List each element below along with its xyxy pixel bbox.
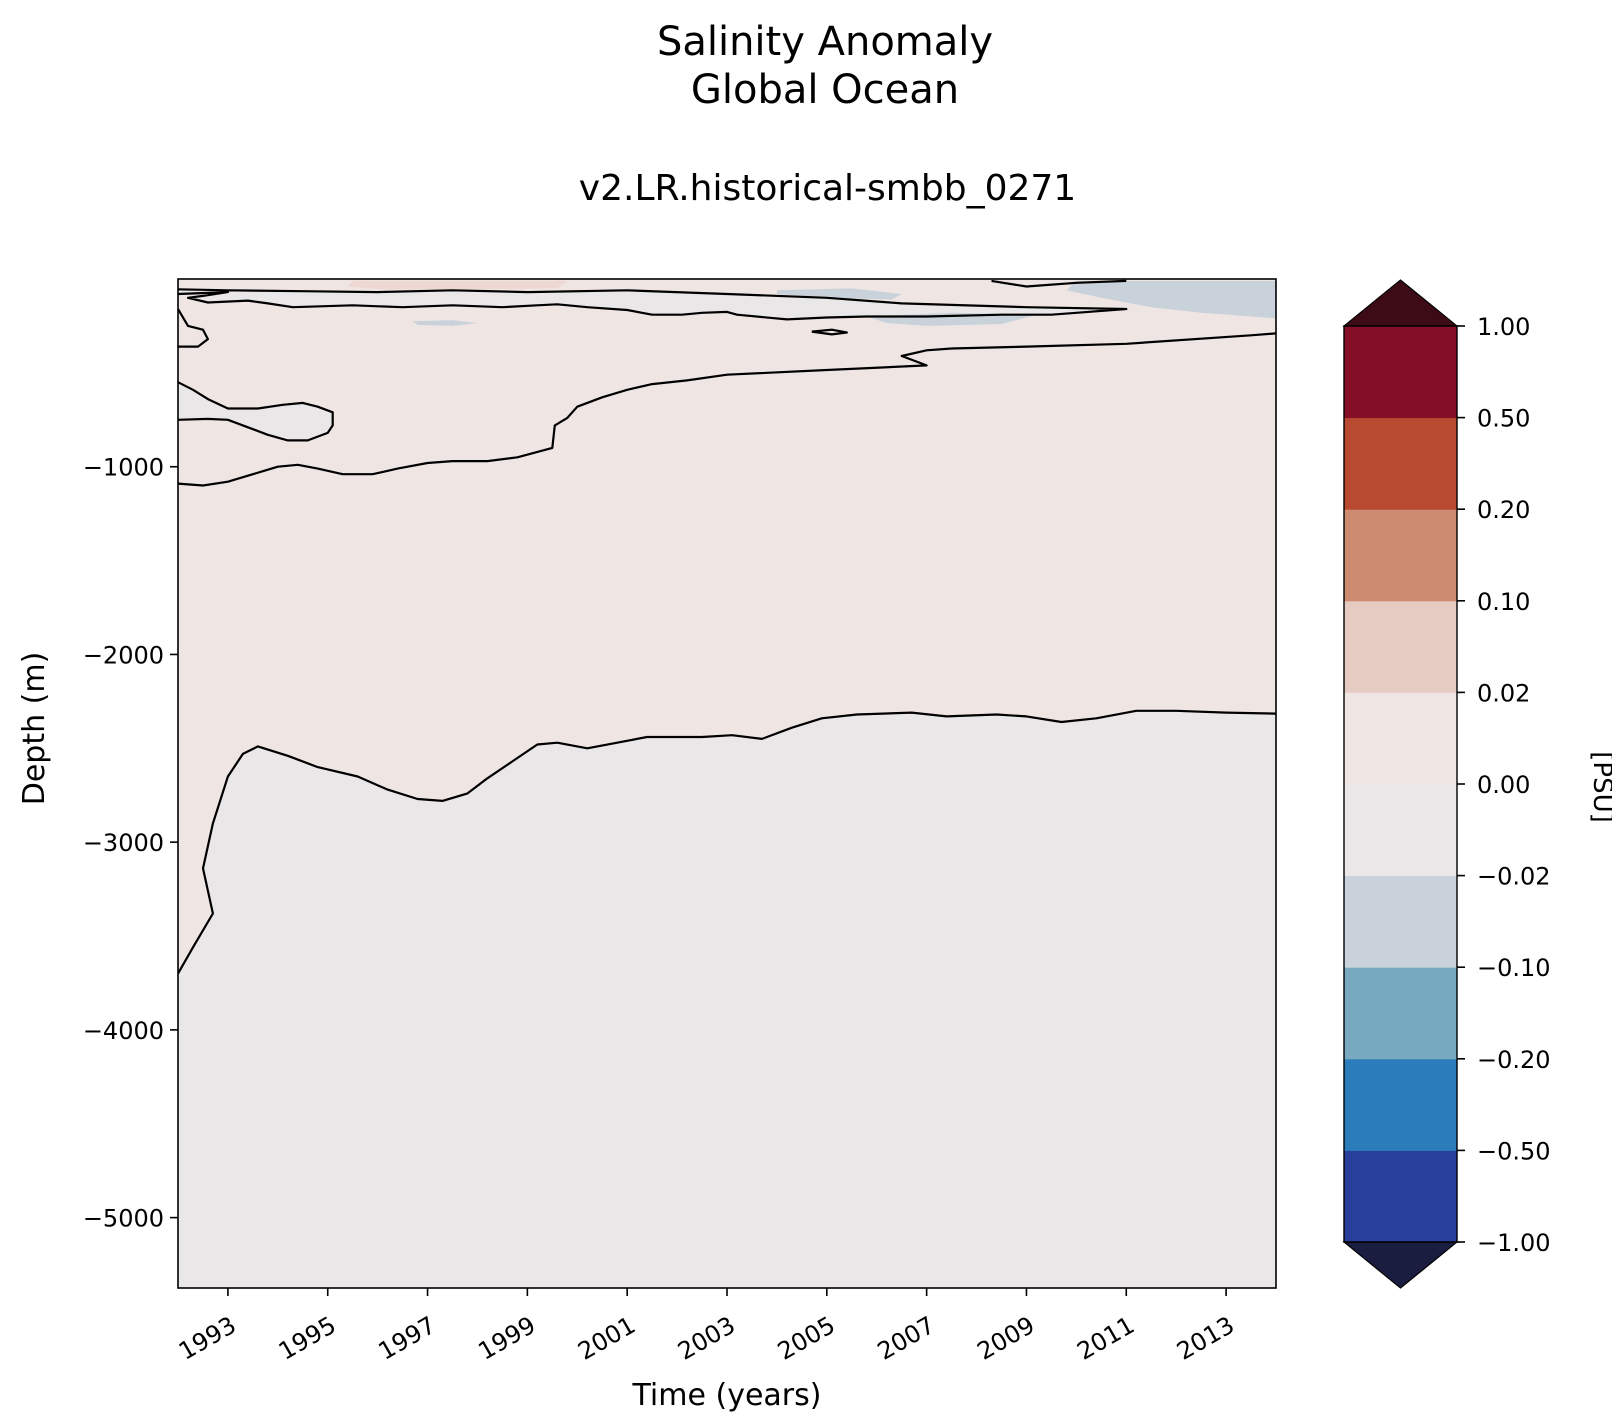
- negative-surface-region: [178, 289, 1127, 320]
- top-zero-contour: [991, 279, 1127, 288]
- colorbar-segment: [1344, 1058, 1457, 1151]
- x-tick-label: 1999: [473, 1311, 540, 1366]
- colorbar-label: [PSU]: [1587, 751, 1612, 823]
- surface-zero-contour-2: [178, 288, 1128, 321]
- y-tick-label: −3000: [83, 829, 164, 857]
- colorbar-tick-label: 0.20: [1477, 496, 1530, 524]
- x-tick-label: 1997: [374, 1311, 441, 1366]
- colorbar-tick-label: 1.00: [1477, 313, 1530, 341]
- colorbar-tick-label: −0.20: [1477, 1046, 1551, 1074]
- colorbar-segment: [1344, 967, 1457, 1060]
- colorbar-segment: [1344, 1150, 1457, 1243]
- chart-title: Salinity Anomaly Global Ocean: [0, 18, 1612, 114]
- negative-lens-region: [178, 382, 333, 441]
- colorbar: −1.00 −0.50 −0.20 −0.10 −0.02 0.00 0.02 0.10 0.2…: [1342, 279, 1612, 1289]
- chart-title-line-2: Global Ocean: [690, 67, 960, 113]
- positive-patch-top: [347, 280, 568, 290]
- plot-area: [177, 278, 1277, 1289]
- colorbar-tick-label: −1.00: [1477, 1229, 1551, 1257]
- small-negative-contour: [811, 328, 848, 336]
- x-tick-label: 1995: [274, 1311, 341, 1366]
- colorbar-segment: [1344, 875, 1457, 968]
- x-axis: 1993 1995 1997 1999 2001 2003 2005 2007 2009 2011…: [174, 1288, 1239, 1413]
- positive-surface-region: [178, 279, 1276, 486]
- colorbar-under-extension: [1342, 1241, 1459, 1289]
- y-tick-label: −5000: [83, 1205, 164, 1233]
- negative-patch-top-right: [1066, 280, 1276, 319]
- y-tick-label: −2000: [83, 641, 164, 669]
- colorbar-tick-label: 0.02: [1477, 679, 1530, 707]
- colorbar-segment: [1344, 692, 1457, 785]
- colorbar-segment: [1344, 600, 1457, 693]
- colorbar-tick-label: −0.50: [1477, 1137, 1551, 1165]
- x-tick-label: 2001: [573, 1311, 640, 1366]
- colorbar-over-extension: [1342, 279, 1459, 327]
- x-tick-label: 2011: [1072, 1311, 1139, 1366]
- colorbar-segment: [1344, 784, 1457, 877]
- x-tick-label: 2009: [973, 1311, 1040, 1366]
- colorbar-tick-label: −0.02: [1477, 863, 1551, 891]
- colorbar-tick-label: −0.10: [1477, 954, 1551, 982]
- x-tick-label: 2007: [873, 1311, 940, 1366]
- x-tick-label: 1993: [174, 1311, 241, 1366]
- x-axis-label: Time (years): [632, 1378, 822, 1413]
- y-tick-label: −1000: [83, 454, 164, 482]
- colorbar-tick-label: 0.50: [1477, 405, 1530, 433]
- upper-zero-contour: [178, 332, 1276, 487]
- lens-zero-contour: [178, 381, 334, 442]
- colorbar-tick-label: 0.10: [1477, 588, 1530, 616]
- x-tick-label: 2003: [673, 1311, 740, 1366]
- colorbar-segment: [1344, 509, 1457, 602]
- negative-patch-mid-1: [776, 288, 902, 300]
- deep-zero-contour: [178, 709, 1276, 975]
- x-tick-label: 2013: [1172, 1311, 1239, 1366]
- x-tick-label: 2005: [773, 1311, 840, 1366]
- y-axis: −1000 −2000 −3000 −4000 −5000 Depth (m): [17, 454, 178, 1233]
- y-tick-label: −4000: [83, 1017, 164, 1045]
- positive-weak-region: [178, 333, 1276, 974]
- negative-patch-left: [412, 320, 478, 326]
- surface-zero-contour: [178, 308, 209, 348]
- colorbar-segment: [1344, 326, 1457, 419]
- y-axis-label: Depth (m): [17, 652, 52, 806]
- colorbar-tick-label: 0.00: [1477, 771, 1530, 799]
- colorbar-segment: [1344, 417, 1457, 510]
- chart-subtitle: v2.LR.historical-smbb_0271: [578, 168, 1077, 209]
- chart-title-line-1: Salinity Anomaly: [656, 19, 994, 65]
